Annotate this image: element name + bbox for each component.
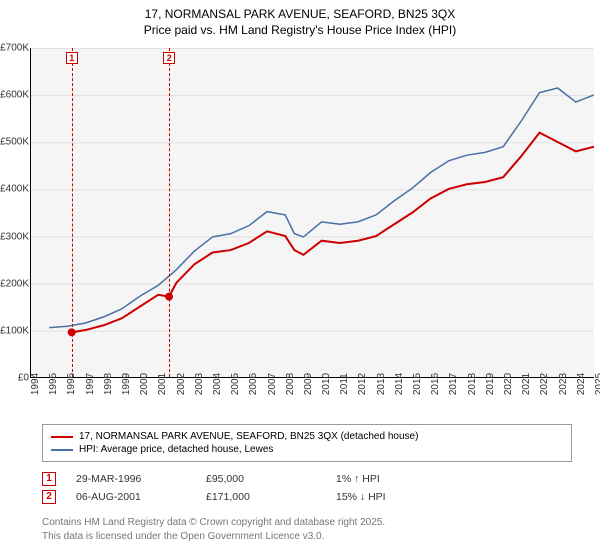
x-tick-label: 1997 (85, 373, 96, 395)
y-tick-label: £500K (0, 137, 29, 148)
legend-row: 17, NORMANSAL PARK AVENUE, SEAFORD, BN25… (51, 431, 563, 442)
sale-row-marker: 2 (42, 490, 56, 504)
sale-price: £171,000 (206, 491, 336, 503)
y-tick-label: £100K (0, 325, 29, 336)
x-tick-label: 2016 (430, 373, 441, 395)
sale-row: 2 06-AUG-2001£171,00015% ↓ HPI (42, 490, 466, 504)
x-tick-label: 1996 (66, 373, 77, 395)
x-tick-label: 2017 (448, 373, 459, 395)
sale-delta: 1% ↑ HPI (336, 473, 466, 485)
x-tick-label: 2006 (248, 373, 259, 395)
legend-label: 17, NORMANSAL PARK AVENUE, SEAFORD, BN25… (79, 431, 418, 442)
sale-vline (72, 48, 73, 377)
sale-row-marker: 1 (42, 472, 56, 486)
sale-marker: 1 (66, 52, 78, 64)
x-tick-label: 1995 (48, 373, 59, 395)
legend-row: HPI: Average price, detached house, Lewe… (51, 444, 563, 455)
sale-price: £95,000 (206, 473, 336, 485)
chart-svg (31, 48, 594, 377)
series-line (49, 88, 594, 328)
x-tick-label: 2004 (212, 373, 223, 395)
sale-delta: 15% ↓ HPI (336, 491, 466, 503)
x-tick-label: 2011 (339, 373, 350, 395)
y-tick-label: £300K (0, 231, 29, 242)
x-tick-label: 2014 (394, 373, 405, 395)
legend-swatch (51, 436, 73, 438)
legend: 17, NORMANSAL PARK AVENUE, SEAFORD, BN25… (42, 424, 572, 462)
x-tick-label: 2001 (157, 373, 168, 395)
x-tick-label: 2025 (594, 373, 600, 395)
y-tick-label: £700K (0, 43, 29, 54)
attribution-line-1: Contains HM Land Registry data © Crown c… (42, 516, 385, 530)
x-tick-label: 2021 (521, 373, 532, 395)
legend-swatch (51, 449, 73, 451)
legend-label: HPI: Average price, detached house, Lewe… (79, 444, 273, 455)
title-line-1: 17, NORMANSAL PARK AVENUE, SEAFORD, BN25… (0, 6, 600, 22)
sale-date: 06-AUG-2001 (76, 491, 206, 503)
y-tick-label: £400K (0, 184, 29, 195)
x-tick-label: 2018 (467, 373, 478, 395)
x-tick-label: 2010 (321, 373, 332, 395)
x-tick-label: 1999 (121, 373, 132, 395)
x-tick-label: 2022 (539, 373, 550, 395)
x-tick-label: 2000 (139, 373, 150, 395)
x-tick-label: 2020 (503, 373, 514, 395)
title-line-2: Price paid vs. HM Land Registry's House … (0, 22, 600, 38)
sale-date: 29-MAR-1996 (76, 473, 206, 485)
x-tick-label: 2009 (303, 373, 314, 395)
sale-vline (169, 48, 170, 377)
x-tick-label: 2019 (485, 373, 496, 395)
x-tick-label: 1998 (103, 373, 114, 395)
x-tick-label: 2002 (176, 373, 187, 395)
x-tick-label: 2024 (576, 373, 587, 395)
attribution: Contains HM Land Registry data © Crown c… (42, 516, 385, 543)
series-line (72, 133, 594, 333)
sale-row: 1 29-MAR-1996£95,0001% ↑ HPI (42, 472, 466, 486)
x-tick-label: 2013 (376, 373, 387, 395)
x-tick-label: 2023 (558, 373, 569, 395)
x-tick-label: 1994 (30, 373, 41, 395)
attribution-line-2: This data is licensed under the Open Gov… (42, 530, 385, 544)
y-tick-label: £0 (18, 373, 29, 384)
y-tick-label: £600K (0, 90, 29, 101)
sales-table: 1 29-MAR-1996£95,0001% ↑ HPI 2 06-AUG-2001£… (42, 468, 466, 508)
x-tick-label: 2005 (230, 373, 241, 395)
x-tick-label: 2015 (412, 373, 423, 395)
chart-container: 17, NORMANSAL PARK AVENUE, SEAFORD, BN25… (0, 0, 600, 560)
y-tick-label: £200K (0, 278, 29, 289)
y-axis-labels: £0£100K£200K£300K£400K£500K£600K£700K (1, 48, 31, 377)
x-tick-label: 2007 (267, 373, 278, 395)
title-block: 17, NORMANSAL PARK AVENUE, SEAFORD, BN25… (0, 0, 600, 40)
x-tick-label: 2003 (194, 373, 205, 395)
sale-marker: 2 (163, 52, 175, 64)
x-tick-label: 2012 (357, 373, 368, 395)
x-tick-label: 2008 (285, 373, 296, 395)
plot-area: £0£100K£200K£300K£400K£500K£600K£700K 12 (30, 48, 594, 378)
x-axis-labels: 1994199519961997199819992000200120022003… (30, 380, 594, 420)
